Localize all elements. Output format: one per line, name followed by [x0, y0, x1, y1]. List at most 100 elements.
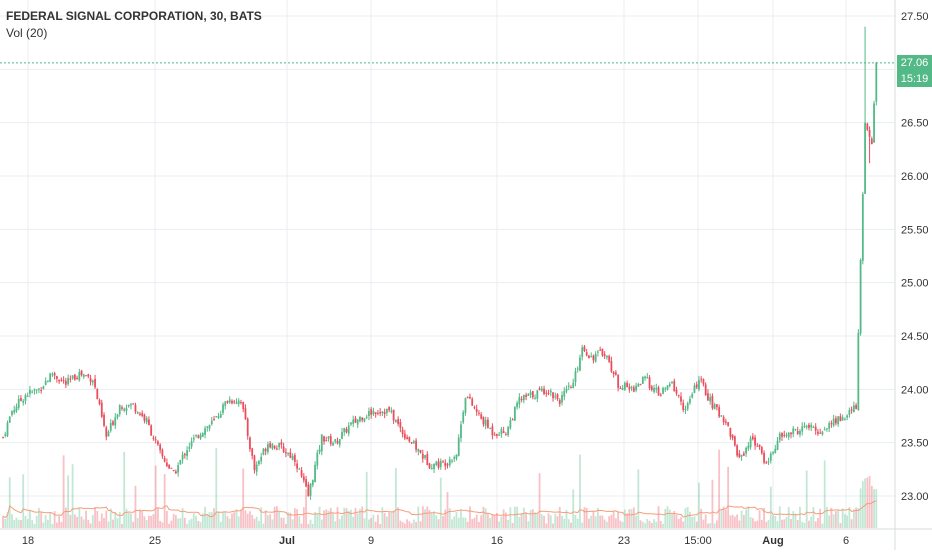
volume-bar — [448, 508, 451, 528]
candle-body — [774, 448, 777, 453]
candle-body — [671, 382, 673, 384]
volume-bar — [100, 513, 103, 528]
candle-body — [87, 374, 90, 377]
volume-bar — [139, 509, 141, 528]
candle-body — [35, 389, 38, 391]
volume-bar — [87, 519, 90, 528]
candle-body — [293, 455, 296, 462]
candle-body — [76, 377, 78, 380]
candle-body — [190, 440, 193, 447]
volume-bar — [91, 515, 94, 528]
volume-bar — [543, 515, 545, 528]
candle-body — [71, 375, 74, 379]
volume-bar — [49, 512, 52, 528]
candle-body — [819, 432, 822, 434]
candle-body — [417, 448, 420, 452]
volume-bar — [756, 520, 759, 528]
volume-bar — [412, 519, 415, 528]
candle-body — [372, 411, 375, 414]
candle-body — [552, 392, 554, 399]
volume-bar — [693, 516, 696, 528]
candle-body — [163, 458, 166, 462]
volume-bar — [383, 512, 386, 528]
volume-bar — [401, 522, 404, 528]
candle-body — [410, 442, 413, 444]
volume-bar — [251, 514, 254, 528]
candle-body — [408, 437, 411, 442]
candle-body — [857, 332, 860, 411]
volume-bar — [141, 510, 144, 528]
volume-bar — [318, 506, 321, 528]
volume-bar — [210, 512, 213, 528]
volume-bar — [208, 512, 211, 528]
volume-bar — [372, 514, 375, 528]
volume-bar — [273, 506, 276, 528]
volume-bar — [73, 514, 76, 528]
candle-body — [742, 453, 745, 456]
candle-body — [228, 399, 231, 403]
candle-body — [695, 384, 698, 388]
volume-bar — [424, 509, 426, 528]
volume-bar — [125, 508, 128, 528]
candle-body — [698, 379, 700, 390]
volume-bar — [561, 515, 563, 528]
candle-body — [554, 396, 557, 398]
volume-bar — [594, 516, 597, 528]
volume-bar — [453, 516, 456, 528]
candle-body — [626, 382, 629, 387]
volume-bar — [181, 507, 184, 528]
volume-bar — [612, 511, 615, 528]
volume-bar — [307, 523, 310, 528]
candle-body — [249, 437, 251, 450]
volume-bar — [327, 510, 330, 528]
candle-body — [848, 410, 851, 415]
candle-body — [617, 374, 620, 388]
candle-body — [718, 407, 721, 417]
volume-bar — [421, 506, 424, 528]
candle-body — [682, 402, 685, 410]
candle-body — [534, 397, 536, 399]
candle-body — [186, 450, 188, 457]
volume-bar — [632, 507, 635, 528]
candle-body — [464, 398, 467, 413]
volume-bar — [601, 515, 604, 528]
volume-bar — [287, 512, 290, 528]
volume-bar — [579, 454, 581, 528]
volume-bar — [527, 521, 530, 528]
candle-body — [20, 397, 22, 401]
candle-body — [305, 479, 307, 487]
candle-body — [49, 373, 52, 383]
candle-body — [213, 418, 215, 420]
volume-bar — [2, 516, 4, 528]
candle-body — [44, 381, 47, 385]
volume-bar — [385, 516, 388, 528]
candle-body — [455, 454, 458, 459]
volume-bar — [35, 515, 38, 528]
volume-bar — [547, 513, 550, 528]
candle-body — [233, 401, 236, 403]
grid-lines — [0, 0, 895, 528]
candle-body — [664, 388, 667, 390]
volume-bar — [518, 516, 521, 528]
candle-body — [716, 404, 718, 408]
volume-bar — [695, 521, 698, 528]
volume-bar — [217, 512, 220, 528]
time-axis[interactable]: 18 25 Jul 9 16 23 15:00 Aug 6 — [22, 535, 849, 547]
volume-bar — [417, 506, 420, 528]
candle-body — [646, 377, 649, 379]
candle-body — [866, 123, 869, 130]
volume-bar — [552, 523, 554, 528]
time-tick-label: 16 — [491, 535, 503, 547]
candle-body — [323, 436, 325, 442]
candle-body — [361, 417, 364, 421]
volume-bar — [213, 508, 215, 528]
candle-body — [491, 426, 494, 436]
volume-bar — [639, 520, 642, 528]
volume-bar — [462, 517, 465, 528]
candle-body — [469, 396, 471, 399]
volume-bar — [707, 523, 709, 528]
volume-bar — [177, 518, 180, 528]
